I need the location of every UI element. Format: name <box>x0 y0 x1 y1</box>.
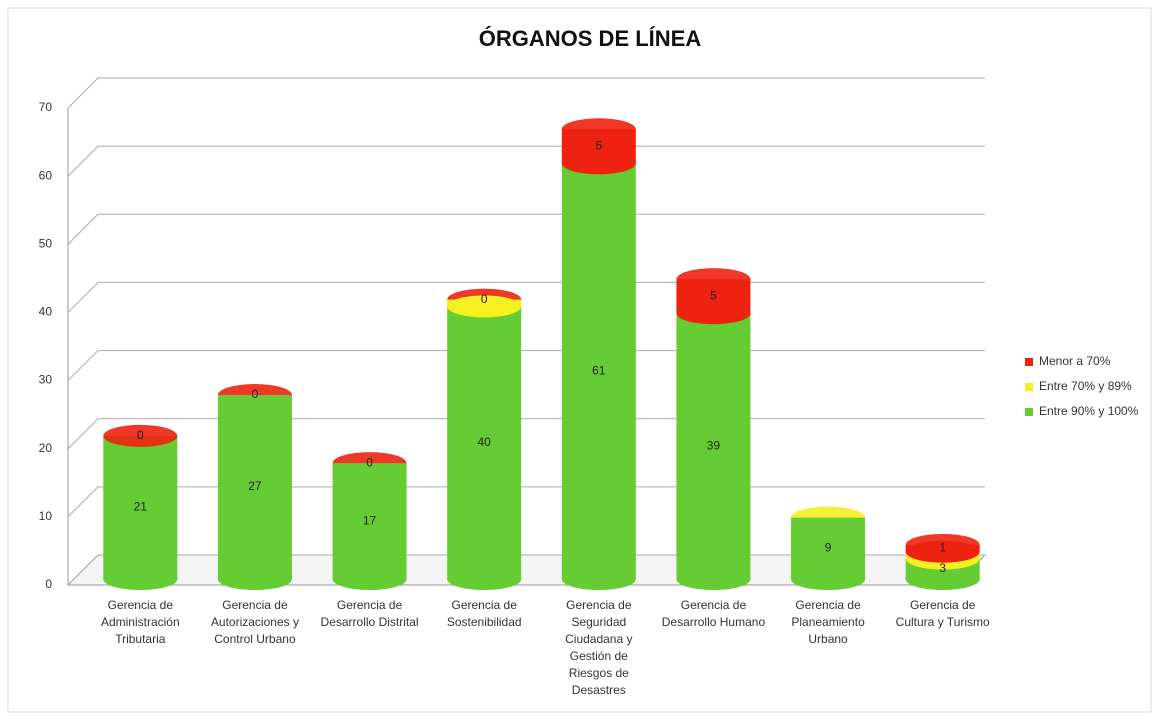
grid-line <box>67 213 985 245</box>
legend-swatch <box>1025 358 1033 366</box>
legend-label: Entre 90% y 100% <box>1039 404 1139 418</box>
grid-line <box>67 77 985 109</box>
y-tick-label: 30 <box>39 373 53 387</box>
frame <box>7 7 1152 713</box>
data-label: 0 <box>252 387 259 401</box>
chart-title: ÓRGANOS DE LÍNEA <box>479 26 702 51</box>
x-tick-label: Gerencia de Planeamiento Urbano <box>791 598 865 646</box>
data-label: 1 <box>939 541 946 555</box>
grid-line <box>67 281 985 313</box>
data-label: 9 <box>825 541 832 555</box>
x-tick-label: Gerencia de Sostenibilidad <box>446 598 522 629</box>
legend-label: Entre 70% y 89% <box>1039 379 1132 393</box>
bar-segment <box>332 463 407 579</box>
data-label: 0 <box>366 455 373 469</box>
data-label: 21 <box>134 500 148 514</box>
segment-bottom <box>676 568 751 590</box>
data-label: 17 <box>363 513 377 527</box>
grid-line <box>67 350 985 381</box>
segment-bottom <box>905 540 980 563</box>
x-tick-label: Gerencia de Cultura y Turismo <box>895 598 990 629</box>
x-tick-label: Gerencia de Seguridad Ciudadana y Gestió… <box>565 598 633 697</box>
data-label: 27 <box>248 479 262 493</box>
y-tick-label: 60 <box>39 168 53 182</box>
y-tick-label: 40 <box>39 305 53 319</box>
segment-bottom <box>561 152 636 175</box>
bar-segment <box>103 435 178 579</box>
y-tick-label: 0 <box>45 577 52 591</box>
x-tick-label: Gerencia de Desarrollo Distrital <box>320 598 419 629</box>
data-label: 3 <box>939 561 946 575</box>
data-label: 61 <box>592 363 606 377</box>
data-label: 0 <box>137 428 144 442</box>
bar-segment <box>561 163 636 580</box>
bar-segment <box>676 313 751 579</box>
legend-swatch <box>1025 408 1033 416</box>
x-tick-label: Gerencia de Desarrollo Humano <box>661 598 766 629</box>
x-tick-label: Gerencia de Autorizaciones y Control Urb… <box>210 598 299 646</box>
segment-bottom <box>332 568 407 590</box>
y-tick-label: 70 <box>39 100 53 114</box>
y-tick-label: 10 <box>39 509 53 523</box>
segment-bottom <box>676 302 751 325</box>
data-label: 0 <box>481 292 488 306</box>
bar-segment <box>217 395 292 579</box>
x-tick-label: Gerencia de Administración Tributaria <box>100 598 180 646</box>
segment-bottom <box>217 568 292 590</box>
y-tick-label: 20 <box>39 441 53 455</box>
data-label: 5 <box>710 288 717 302</box>
bar-segment <box>447 306 522 579</box>
grid-line <box>67 145 985 177</box>
data-label: 40 <box>478 435 492 449</box>
data-label: 39 <box>707 438 721 452</box>
legend-swatch <box>1025 383 1033 391</box>
cylinder-top <box>103 424 178 447</box>
segment-bottom <box>447 568 522 590</box>
grid-line <box>67 418 985 450</box>
y-tick-label: 50 <box>39 236 53 250</box>
segment-bottom <box>791 568 866 590</box>
segment-bottom <box>447 295 522 318</box>
legend-label: Menor a 70% <box>1039 354 1111 368</box>
segment-bottom <box>561 568 636 590</box>
data-label: 5 <box>595 138 602 152</box>
segment-bottom <box>103 568 178 590</box>
segment-bottom <box>905 568 980 590</box>
